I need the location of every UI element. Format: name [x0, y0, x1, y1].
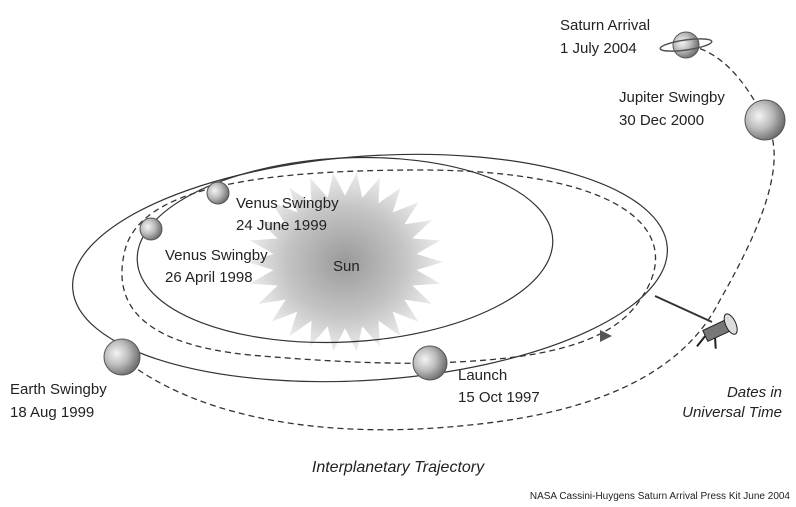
jupiter: [744, 99, 786, 141]
event-name: Jupiter Swingby: [619, 89, 725, 106]
direction-arrow: [600, 330, 612, 342]
sun-label: Sun: [333, 258, 360, 275]
event-date: 26 April 1998: [165, 269, 253, 286]
event-name: Saturn Arrival: [560, 17, 650, 34]
earth: [412, 345, 448, 381]
trajectory-outer: [121, 44, 775, 431]
event-name: Venus Swingby: [165, 247, 268, 264]
venus: [206, 181, 230, 205]
earth-orbit: [72, 153, 668, 383]
earth: [103, 338, 141, 376]
event-name: Launch: [458, 367, 507, 384]
event-date: 1 July 2004: [560, 40, 637, 57]
spacecraft: [696, 313, 738, 349]
event-date: 15 Oct 1997: [458, 389, 540, 406]
pointer: [654, 295, 713, 323]
event-date: 18 Aug 1999: [10, 404, 94, 421]
event-date: 30 Dec 2000: [619, 112, 704, 129]
title: Interplanetary Trajectory: [312, 459, 485, 476]
sun: [247, 172, 443, 352]
credit: NASA Cassini-Huygens Saturn Arrival Pres…: [530, 491, 791, 502]
event-name: Earth Swingby: [10, 381, 107, 398]
note: Dates in: [727, 384, 782, 401]
event-name: Venus Swingby: [236, 195, 339, 212]
trajectory-loop: [121, 169, 657, 364]
venus: [139, 217, 163, 241]
note: Universal Time: [682, 404, 782, 421]
saturn: [659, 31, 713, 59]
event-date: 24 June 1999: [236, 217, 327, 234]
